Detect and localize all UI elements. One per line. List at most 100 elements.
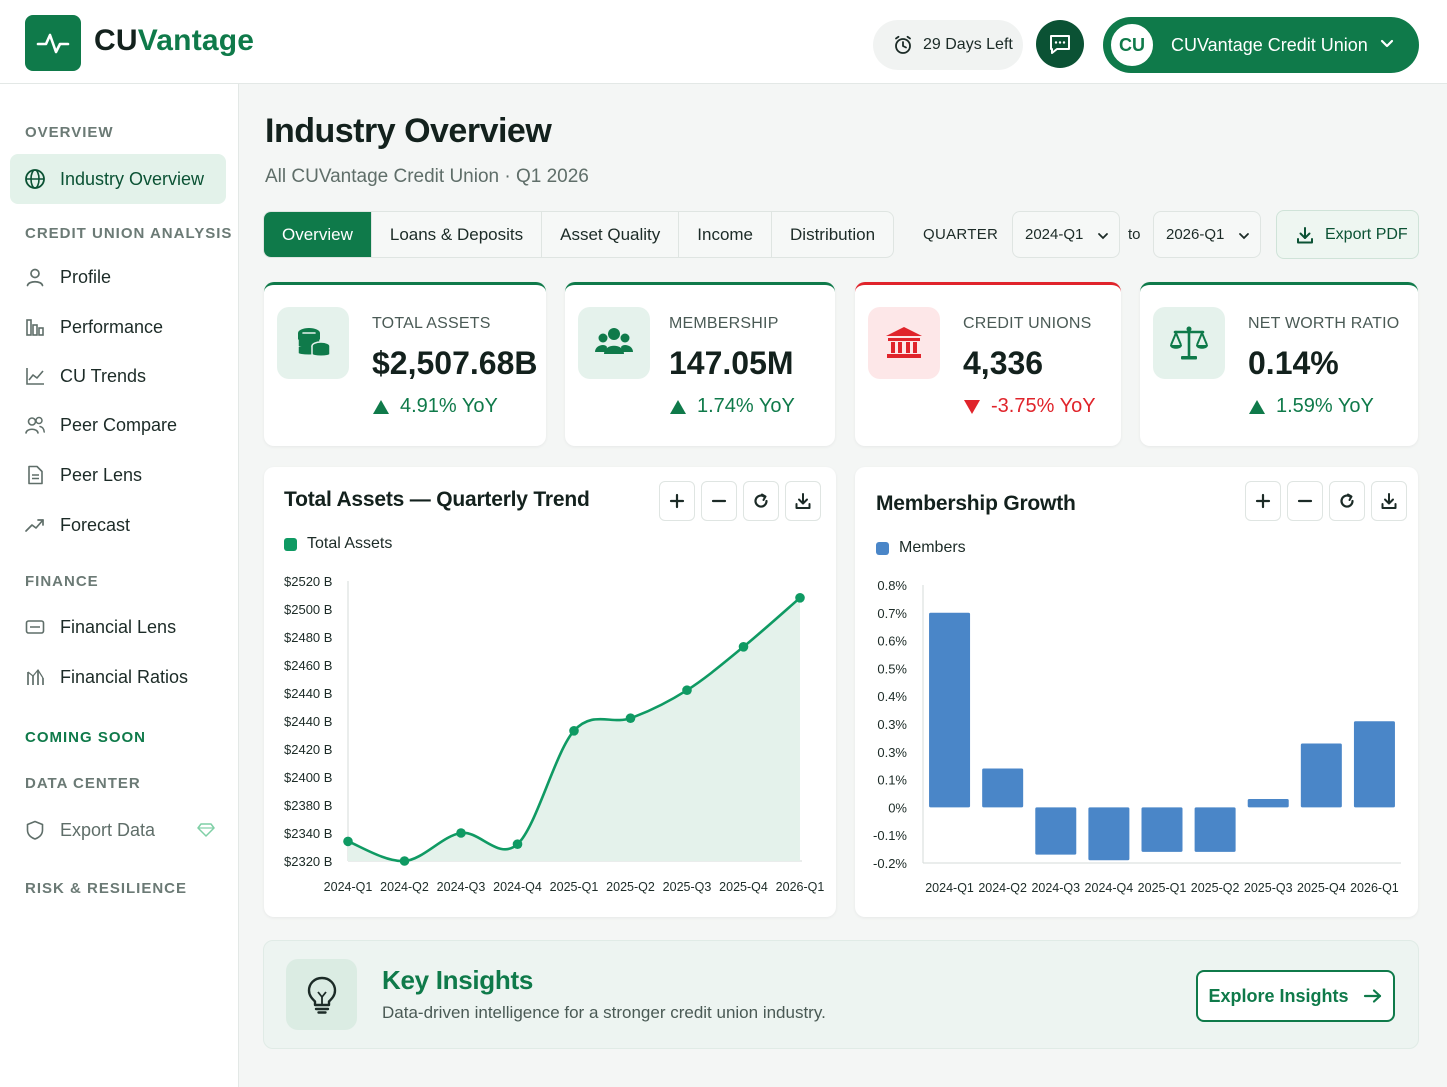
bar-members [1300,743,1342,808]
x-tick-label: 2024-Q2 [380,880,429,894]
y-tick-label: $2460 B [284,658,332,673]
bar-members [982,768,1024,808]
bar-members [1194,807,1236,852]
brand-name[interactable]: CUVantage [94,24,255,57]
users-icon [578,307,650,379]
minus-icon [1297,499,1313,503]
y-tick-label: 0.6% [877,634,907,649]
kpi-delta: 4.91% YoY [372,395,498,418]
data-point [682,685,692,695]
chevron-down-icon [1098,233,1108,240]
chart-legend[interactable]: Members [876,539,966,557]
zoom-in-button[interactable] [1245,481,1281,521]
sidebar-item-cu-trends[interactable]: CU Trends [10,351,226,401]
reset-zoom-button[interactable] [1329,481,1365,521]
insights-title: Key Insights [382,965,533,995]
y-tick-label: 0.8% [877,578,907,593]
tab-distribution[interactable]: Distribution [790,224,876,244]
document-icon [28,465,43,485]
membership-bar-chart[interactable]: 0.8% 0.7% 0.6% 0.5% 0.4% 0.3% 0.3% 0.1% 0% -0.1% -… [855,467,1418,917]
kpi-delta: 1.74% YoY [669,395,795,418]
y-tick-label: 0.5% [877,661,907,676]
scale-icon [1153,307,1225,379]
coins-icon [277,307,349,379]
sidebar-item-forecast[interactable]: Forecast [10,500,226,550]
x-tick-label: 2025-Q2 [606,880,655,894]
sidebar-item-export-data[interactable]: Export Data [10,805,226,855]
chat-icon [1050,35,1070,54]
kpi-credit-unions: CREDIT UNIONS 4,336 -3.75% YoY [855,282,1121,446]
x-tick-label: 2024-Q3 [437,880,486,894]
zoom-out-button[interactable] [701,481,737,521]
tab-overview[interactable]: Overview [264,212,372,257]
sidebar-item-performance[interactable]: Performance [10,302,226,352]
chevron-down-icon [1380,39,1394,48]
explore-insights-button[interactable]: Explore Insights [1196,970,1395,1022]
chat-button[interactable] [1036,20,1084,68]
insights-text: Data-driven intelligence for a stronger … [382,1003,826,1022]
quarter-from-value: 2024-Q1 [1025,226,1084,243]
page-subtitle: All CUVantage Credit Union · Q1 2026 [265,166,589,187]
sidebar-item-label: Peer Compare [60,414,178,435]
sidebar-item-label: Financial Ratios [60,666,189,687]
trend-up-icon [25,519,44,532]
section-credit-union-analysis: CREDIT UNION ANALYSIS [25,225,233,242]
y-tick-label: $2340 B [284,826,332,841]
sidebar-item-industry-overview[interactable]: Industry Overview [10,154,226,204]
chart-legend[interactable]: Total Assets [284,535,392,553]
bar-members [1141,807,1183,852]
quarter-to-select[interactable]: 2026-Q1 [1153,211,1261,258]
kpi-value: 0.14% [1248,345,1339,381]
user-icon [26,268,44,287]
x-tick-label: 2024-Q4 [493,880,542,894]
chevron-down-icon [1239,233,1249,240]
minus-icon [711,499,727,503]
line-chart-icon [26,368,44,385]
total-assets-chart-card: Total Assets — Quarterly Trend Total Ass… [264,467,836,917]
tab-loans-deposits[interactable]: Loans & Deposits [372,212,543,257]
users-icon [25,416,45,434]
kpi-total-assets: TOTAL ASSETS $2,507.68B 4.91% YoY [264,282,546,446]
tab-income[interactable]: Income [679,212,773,257]
data-point [625,713,636,723]
chart-toolbar [1245,481,1407,521]
sidebar-item-label: Profile [60,266,112,287]
quarter-from-select[interactable]: 2024-Q1 [1012,211,1120,258]
trial-days-badge[interactable]: 29 Days Left [873,20,1023,70]
sidebar-item-financial-lens[interactable]: Financial Lens [10,602,226,652]
x-tick-label: 2025-Q1 [550,880,599,894]
zoom-out-button[interactable] [1287,481,1323,521]
download-chart-button[interactable] [785,481,821,521]
tab-bar: Overview Loans & Deposits Asset Quality … [263,211,895,258]
y-tick-label: $2500 B [284,602,332,617]
reset-zoom-button[interactable] [743,481,779,521]
sidebar-item-peer-lens[interactable]: Peer Lens [10,450,226,500]
section-overview: OVERVIEW [25,124,114,141]
kpi-value: $2,507.68B [372,345,538,381]
bar-members [929,612,971,808]
download-chart-button[interactable] [1371,481,1407,521]
tab-asset-quality[interactable]: Asset Quality [542,212,680,257]
logo-icon[interactable] [25,15,81,71]
x-tick-label: 2025-Q3 [663,880,712,894]
data-point [343,836,353,847]
data-point [795,593,805,603]
org-switcher[interactable]: CU CUVantage Credit Union [1103,17,1419,73]
sidebar-item-profile[interactable]: Profile [10,252,226,302]
bar-chart-icon [26,319,44,336]
sidebar-item-peer-compare[interactable]: Peer Compare [10,400,226,450]
data-point [512,839,523,849]
legend-label: Members [899,539,966,556]
total-assets-line-chart[interactable]: $2520 B $2500 B $2480 B $2460 B $2440 B $2440… [264,467,836,917]
sidebar-item-label: Performance [60,316,164,337]
y-tick-label: $2440 B [284,714,332,729]
series-area-total-assets [348,597,800,862]
export-pdf-button[interactable]: Export PDF [1276,210,1419,259]
legend-swatch [876,541,889,555]
sidebar: OVERVIEW Industry Overview CREDIT UNION … [0,84,239,1087]
section-coming-soon: COMING SOON [25,729,147,746]
y-tick-label: $2320 B [284,854,332,869]
sidebar-item-financial-ratios[interactable]: Financial Ratios [10,652,226,702]
zoom-in-button[interactable] [659,481,695,521]
section-finance: FINANCE [25,573,99,590]
